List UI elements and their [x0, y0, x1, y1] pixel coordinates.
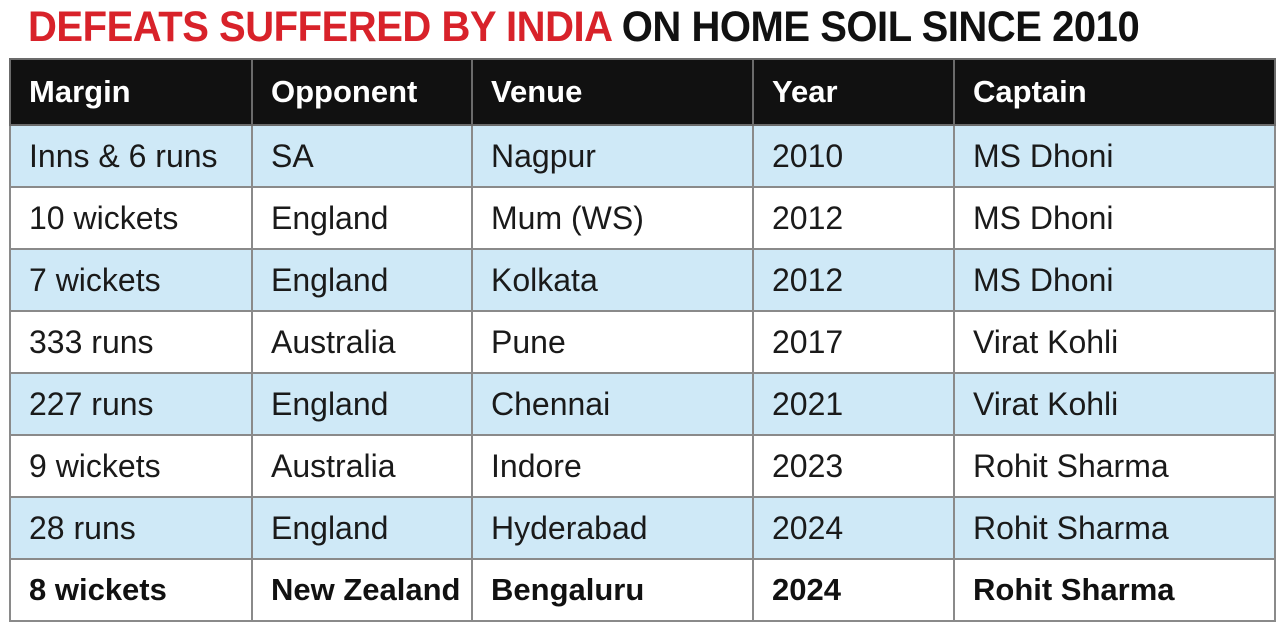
- cell-year: 2012: [752, 248, 955, 312]
- cell-year: 2024: [752, 558, 955, 622]
- cell-venue: Kolkata: [471, 248, 754, 312]
- cell-venue: Pune: [471, 310, 754, 374]
- table-row: 227 runs England Chennai 2021 Virat Kohl…: [9, 372, 1276, 436]
- page-title: DEFEATS SUFFERED BY INDIA ON HOME SOIL S…: [28, 2, 1140, 52]
- cell-opponent: New Zealand: [251, 558, 473, 622]
- cell-margin: 333 runs: [9, 310, 253, 374]
- cell-margin: 8 wickets: [9, 558, 253, 622]
- header-margin: Margin: [9, 58, 253, 126]
- table-row: 333 runs Australia Pune 2017 Virat Kohli: [9, 310, 1276, 374]
- cell-venue: Bengaluru: [471, 558, 754, 622]
- table-row: 7 wickets England Kolkata 2012 MS Dhoni: [9, 248, 1276, 312]
- cell-year: 2010: [752, 124, 955, 188]
- table-row: 9 wickets Australia Indore 2023 Rohit Sh…: [9, 434, 1276, 498]
- title-highlight: DEFEATS SUFFERED BY INDIA: [28, 3, 612, 51]
- table-row-latest: 8 wickets New Zealand Bengaluru 2024 Roh…: [9, 558, 1276, 622]
- cell-year: 2023: [752, 434, 955, 498]
- cell-venue: Mum (WS): [471, 186, 754, 250]
- cell-venue: Chennai: [471, 372, 754, 436]
- cell-captain: Virat Kohli: [953, 372, 1276, 436]
- cell-year: 2024: [752, 496, 955, 560]
- cell-year: 2021: [752, 372, 955, 436]
- table-header-row: Margin Opponent Venue Year Captain: [9, 58, 1276, 126]
- cell-captain: MS Dhoni: [953, 124, 1276, 188]
- cell-margin: Inns & 6 runs: [9, 124, 253, 188]
- cell-opponent: Australia: [251, 434, 473, 498]
- cell-captain: Rohit Sharma: [953, 496, 1276, 560]
- header-venue: Venue: [471, 58, 754, 126]
- cell-margin: 7 wickets: [9, 248, 253, 312]
- cell-venue: Indore: [471, 434, 754, 498]
- cell-opponent: England: [251, 248, 473, 312]
- cell-margin: 10 wickets: [9, 186, 253, 250]
- cell-captain: Virat Kohli: [953, 310, 1276, 374]
- defeats-table: Margin Opponent Venue Year Captain Inns …: [9, 58, 1276, 622]
- cell-captain: Rohit Sharma: [953, 434, 1276, 498]
- cell-margin: 9 wickets: [9, 434, 253, 498]
- cell-opponent: Australia: [251, 310, 473, 374]
- cell-venue: Nagpur: [471, 124, 754, 188]
- cell-margin: 28 runs: [9, 496, 253, 560]
- table-row: Inns & 6 runs SA Nagpur 2010 MS Dhoni: [9, 124, 1276, 188]
- cell-venue: Hyderabad: [471, 496, 754, 560]
- header-year: Year: [752, 58, 955, 126]
- cell-year: 2012: [752, 186, 955, 250]
- cell-opponent: England: [251, 496, 473, 560]
- header-opponent: Opponent: [251, 58, 473, 126]
- title-rest: ON HOME SOIL SINCE 2010: [621, 3, 1140, 51]
- cell-captain: MS Dhoni: [953, 248, 1276, 312]
- cell-year: 2017: [752, 310, 955, 374]
- cell-captain: Rohit Sharma: [953, 558, 1276, 622]
- cell-opponent: England: [251, 186, 473, 250]
- header-captain: Captain: [953, 58, 1276, 126]
- table-row: 10 wickets England Mum (WS) 2012 MS Dhon…: [9, 186, 1276, 250]
- table-row: 28 runs England Hyderabad 2024 Rohit Sha…: [9, 496, 1276, 560]
- cell-opponent: England: [251, 372, 473, 436]
- cell-captain: MS Dhoni: [953, 186, 1276, 250]
- cell-margin: 227 runs: [9, 372, 253, 436]
- cell-opponent: SA: [251, 124, 473, 188]
